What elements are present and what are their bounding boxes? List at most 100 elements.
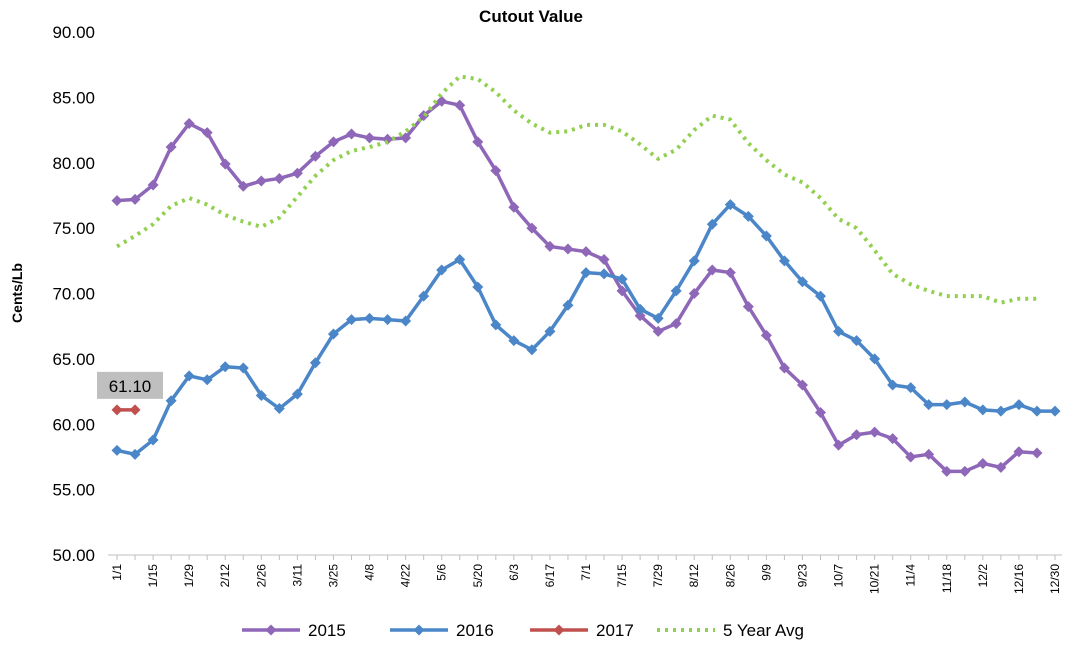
y-axis-label: Cents/Lb: [9, 263, 25, 323]
x-tick-label: 9/23: [795, 564, 809, 588]
y-tick-label: 60.00: [52, 415, 95, 434]
data-point: [400, 132, 412, 144]
data-point: [941, 399, 953, 411]
data-point: [111, 404, 123, 416]
data-point: [165, 395, 177, 407]
data-point: [869, 426, 881, 438]
data-point: [688, 255, 700, 267]
data-point: [905, 382, 917, 394]
data-point: [183, 118, 195, 130]
x-tick-label: 3/11: [290, 564, 304, 587]
data-point: [201, 374, 213, 386]
data-point: [1031, 447, 1043, 459]
data-point: [436, 264, 448, 276]
x-tick-label: 6/3: [507, 564, 521, 581]
data-point: [129, 448, 141, 460]
data-point: [382, 314, 394, 326]
y-tick-label: 50.00: [52, 546, 95, 565]
x-tick-label: 2/26: [254, 564, 268, 588]
data-point: [724, 199, 736, 211]
data-point: [273, 172, 285, 184]
data-point: [616, 285, 628, 297]
x-tick-label: 3/25: [326, 564, 340, 588]
data-point: [562, 243, 574, 255]
data-point: [670, 318, 682, 330]
data-point: [760, 230, 772, 242]
x-tick-label: 1/15: [146, 564, 160, 588]
data-point: [598, 268, 610, 280]
data-point: [111, 195, 123, 207]
y-tick-label: 75.00: [52, 219, 95, 238]
data-point: [454, 99, 466, 111]
data-point: [1013, 399, 1025, 411]
data-point: [472, 281, 484, 293]
data-point: [977, 457, 989, 469]
x-tick-label: 12/2: [976, 564, 990, 588]
x-tick-label: 1/29: [182, 564, 196, 588]
data-point: [688, 288, 700, 299]
data-point: [309, 150, 321, 162]
data-point: [255, 389, 267, 401]
data-point: [851, 429, 863, 441]
data-point: [959, 465, 971, 477]
y-tick-label: 85.00: [52, 88, 95, 107]
data-point: [760, 329, 772, 341]
data-point: [291, 167, 303, 179]
data-point: [995, 405, 1007, 417]
data-point: [995, 461, 1007, 473]
data-point: [129, 193, 141, 205]
data-point: [706, 264, 718, 276]
x-tick-label: 7/1: [579, 564, 593, 581]
x-tick-label: 4/22: [399, 564, 413, 588]
data-point: [851, 335, 863, 347]
data-point: [147, 434, 159, 446]
data-point: [183, 370, 195, 382]
legend-label: 2016: [456, 621, 494, 640]
data-point: [255, 175, 267, 187]
data-point: [706, 218, 718, 230]
data-point: [544, 240, 556, 252]
data-point: [418, 110, 430, 122]
x-tick-label: 4/8: [363, 564, 377, 581]
legend-marker: [553, 624, 565, 636]
data-point: [400, 315, 412, 327]
data-point: [869, 353, 881, 365]
data-point: [634, 303, 646, 315]
data-point: [670, 285, 682, 297]
data-point: [147, 179, 159, 191]
series-line: [116, 99, 1038, 474]
data-point: [778, 255, 790, 267]
chart-title: Cutout Value: [479, 7, 583, 26]
x-tick-label: 6/17: [543, 564, 557, 588]
data-point: [508, 201, 520, 213]
data-point: [652, 325, 664, 337]
x-tick-label: 11/18: [940, 564, 954, 593]
label-box: [97, 371, 163, 399]
data-point: [346, 314, 357, 326]
data-point: [833, 439, 845, 451]
data-point: [382, 133, 394, 145]
x-tick-label: 7/15: [615, 564, 629, 588]
x-tick-label: 1/1: [110, 564, 124, 581]
data-point: [887, 379, 899, 391]
data-point: [472, 136, 484, 148]
x-tick-label: 11/4: [904, 564, 918, 587]
x-tick-label: 5/6: [435, 564, 449, 581]
x-tick-label: 10/21: [868, 564, 882, 594]
legend-marker: [413, 624, 425, 636]
data-point: [237, 362, 249, 374]
data-point: [905, 451, 917, 463]
x-tick-label: 12/16: [1012, 564, 1026, 594]
data-point: [327, 328, 339, 340]
data-point: [815, 406, 826, 418]
data-point: [742, 301, 754, 313]
data-point: [634, 310, 646, 322]
data-point: [418, 290, 430, 302]
series-line: [116, 202, 1055, 457]
data-point: [598, 254, 610, 266]
data-point: [219, 158, 231, 170]
data-point: [796, 276, 808, 288]
legend-label: 5 Year Avg: [723, 621, 804, 640]
data-point: [327, 136, 339, 148]
